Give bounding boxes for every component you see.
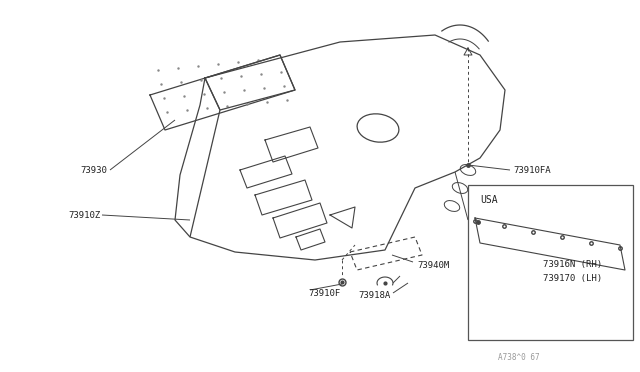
Text: 73930: 73930 xyxy=(80,166,107,174)
Text: 73910F: 73910F xyxy=(308,289,340,298)
Text: 73910Z: 73910Z xyxy=(68,211,100,219)
Bar xyxy=(468,185,633,340)
Text: 739170 (LH): 739170 (LH) xyxy=(543,273,602,282)
Text: 73916N (RH): 73916N (RH) xyxy=(543,260,602,269)
Text: 73918A: 73918A xyxy=(358,291,390,299)
Text: USA: USA xyxy=(480,195,498,205)
Text: A738^0 67: A738^0 67 xyxy=(498,353,540,362)
Text: 73940M: 73940M xyxy=(417,260,449,269)
Text: 73910FA: 73910FA xyxy=(513,166,550,174)
